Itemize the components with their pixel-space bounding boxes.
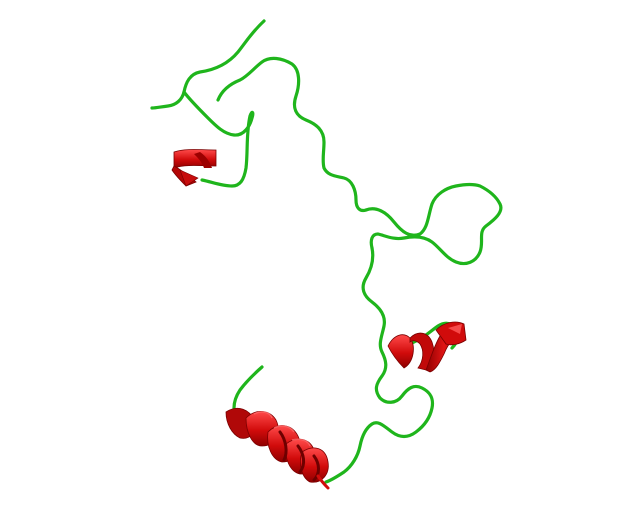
coil-backbone <box>150 19 503 484</box>
alpha-helix-3 <box>225 407 330 490</box>
alpha-helix-2 <box>387 321 467 373</box>
coil-segment-loop-b <box>216 56 368 213</box>
coil-segment-right-loop <box>364 182 503 266</box>
coil-segment-c-terminus <box>232 365 264 410</box>
coil-segment-descending <box>324 246 435 484</box>
alpha-helix-1 <box>171 149 217 187</box>
coil-segment-loop-a <box>182 90 255 188</box>
coil-segment-n-terminus <box>150 19 266 110</box>
